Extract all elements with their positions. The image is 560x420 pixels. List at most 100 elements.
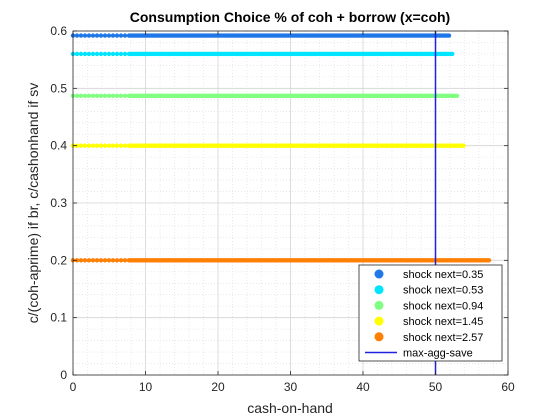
data-point [98, 33, 104, 38]
data-point [102, 33, 108, 38]
legend-label: shock next=1.45 [403, 316, 483, 328]
data-point [98, 51, 104, 57]
x-tick-label: 0 [70, 380, 77, 394]
x-tick-label: 10 [139, 380, 153, 394]
data-point [114, 51, 120, 57]
legend-marker [374, 285, 384, 295]
data-point [102, 93, 108, 98]
y-tick-label: 0.3 [50, 196, 67, 210]
data-point [90, 258, 96, 263]
series-3 [70, 93, 460, 98]
data-point [90, 93, 96, 98]
data-point [78, 143, 84, 148]
legend: shock next=0.35 shock next=0.53 shock next… [358, 264, 503, 362]
data-point [86, 51, 92, 57]
data-point [78, 33, 84, 38]
data-point [90, 33, 96, 38]
data-point [106, 93, 112, 98]
data-point [110, 51, 116, 57]
y-tick-label: 0.5 [50, 81, 67, 95]
data-point [82, 93, 88, 98]
y-tick-label: 0 [60, 368, 67, 382]
data-point [106, 143, 112, 148]
data-point [110, 33, 116, 38]
data-point [106, 258, 112, 263]
data-point [82, 33, 88, 38]
legend-marker [374, 332, 384, 342]
y-tick-label: 0.6 [50, 24, 67, 38]
data-point [82, 51, 88, 57]
data-point [78, 93, 84, 98]
data-point [90, 143, 96, 148]
data-point [454, 93, 460, 98]
data-point [78, 258, 84, 263]
y-tick-label: 0.1 [50, 311, 67, 325]
data-point [82, 258, 88, 263]
data-point [86, 258, 92, 263]
data-point [86, 33, 92, 38]
data-point [74, 33, 80, 38]
data-point [74, 93, 80, 98]
data-series [70, 33, 492, 263]
x-tick-label: 20 [211, 380, 225, 394]
x-tick-label: 30 [284, 380, 298, 394]
data-point [98, 258, 104, 263]
data-point [98, 93, 104, 98]
data-point [110, 93, 116, 98]
data-point [122, 93, 128, 98]
legend-label: max-agg-save [403, 348, 473, 360]
data-point [118, 143, 124, 148]
data-point [114, 93, 120, 98]
axis-ticks: 0 10 20 30 40 50 60 0 0.1 0.2 0.3 0.4 0.5 0.6 [50, 24, 515, 394]
data-point [94, 143, 100, 148]
legend-label: shock next=0.53 [403, 285, 483, 297]
data-point [102, 51, 108, 57]
data-point [118, 258, 124, 263]
data-point [94, 33, 100, 38]
data-point [110, 143, 116, 148]
data-point [102, 258, 108, 263]
legend-label: shock next=0.35 [403, 269, 483, 281]
x-tick-label: 60 [501, 380, 515, 394]
data-point [122, 51, 128, 57]
legend-box [358, 264, 503, 362]
legend-marker [374, 269, 384, 279]
series-5 [70, 258, 492, 263]
series-2 [70, 51, 455, 57]
series-4 [70, 143, 466, 148]
legend-marker [374, 300, 384, 310]
data-point [102, 143, 108, 148]
x-tick-label: 50 [429, 380, 443, 394]
data-point [106, 33, 112, 38]
data-point [118, 33, 124, 38]
data-point [94, 51, 100, 57]
data-point [74, 51, 80, 57]
series-1 [70, 33, 452, 38]
data-point [86, 143, 92, 148]
data-point [118, 93, 124, 98]
chart-title: Consumption Choice % of coh + borrow (x=… [130, 9, 450, 25]
data-point [94, 258, 100, 263]
data-point [486, 258, 492, 263]
legend-label: shock next=2.57 [403, 332, 483, 344]
data-point [114, 143, 120, 148]
data-point [110, 258, 116, 263]
data-point [114, 33, 120, 38]
data-point [86, 93, 92, 98]
data-point [446, 33, 452, 38]
data-point [106, 51, 112, 57]
x-axis-label: cash-on-hand [247, 400, 333, 416]
data-point [122, 33, 128, 38]
data-point [122, 143, 128, 148]
data-point [78, 51, 84, 57]
legend-label: shock next=0.94 [403, 300, 483, 312]
data-point [450, 51, 455, 57]
data-point [98, 143, 104, 148]
data-point [82, 143, 88, 148]
y-tick-label: 0.4 [50, 139, 67, 153]
data-point [90, 51, 96, 57]
data-point [461, 143, 466, 148]
data-point [94, 93, 100, 98]
x-tick-label: 40 [356, 380, 370, 394]
